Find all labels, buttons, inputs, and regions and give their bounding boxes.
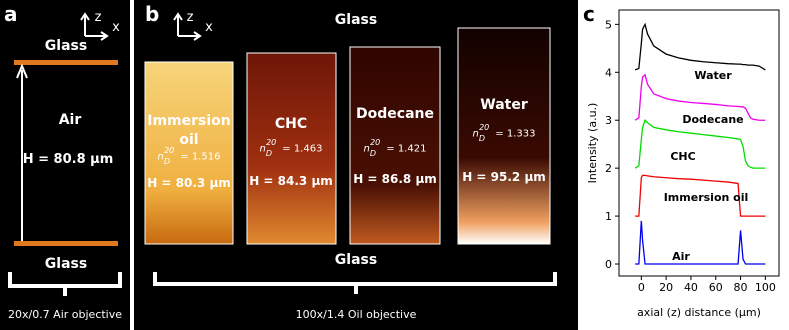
panel-label: b bbox=[145, 2, 160, 26]
superscript: 20 bbox=[164, 146, 175, 155]
y-tick-label: 1 bbox=[605, 210, 612, 223]
y-tick-label: 3 bbox=[605, 114, 612, 127]
height: H = 95.2 µm bbox=[462, 170, 546, 184]
series-label: Immersion oil bbox=[664, 191, 749, 204]
subscript: D bbox=[478, 134, 486, 144]
axis-label: z bbox=[186, 10, 194, 25]
label: 20x/0.7 Air objective bbox=[7, 308, 123, 321]
symbol: n bbox=[157, 151, 164, 163]
bracket bbox=[8, 272, 122, 296]
axes-icon bbox=[80, 12, 202, 41]
x-tick-label: 40 bbox=[684, 281, 698, 294]
subscript: D bbox=[265, 149, 273, 159]
series-label: Dodecane bbox=[682, 113, 743, 126]
y-tick-label: 0 bbox=[605, 258, 612, 271]
height: H = 86.8 µm bbox=[353, 172, 437, 186]
symbol: n bbox=[363, 143, 370, 155]
sample-name: Water bbox=[480, 97, 528, 113]
sample-name: CHC bbox=[274, 116, 308, 132]
label: 100x/1.4 Oil objective bbox=[295, 308, 417, 321]
glass-line bbox=[14, 241, 118, 246]
axis-label: x bbox=[205, 20, 213, 35]
line bbox=[634, 73, 766, 121]
line bbox=[634, 119, 766, 169]
image bbox=[144, 61, 234, 245]
superscript: 20 bbox=[266, 138, 277, 147]
refractive-index: nD 20 = 1.516 bbox=[157, 146, 221, 167]
refractive-index: nD 20 = 1.333 bbox=[472, 123, 536, 144]
label: Air bbox=[58, 112, 82, 128]
x-tick-label: 20 bbox=[659, 281, 673, 294]
bracket bbox=[153, 272, 557, 294]
plot-frame bbox=[618, 9, 780, 277]
subscript: D bbox=[369, 149, 377, 159]
superscript: 20 bbox=[479, 123, 490, 132]
sample-name: Immersion oil bbox=[147, 113, 231, 148]
subscript: D bbox=[163, 157, 171, 167]
series-label: Water bbox=[694, 69, 732, 82]
axis-label: z bbox=[94, 10, 102, 25]
x-tick-label: 100 bbox=[755, 281, 776, 294]
label: Glass bbox=[334, 252, 378, 268]
index-value: = 1.421 bbox=[386, 143, 427, 155]
refractive-index: nD 20 = 1.421 bbox=[363, 138, 427, 159]
panel-label: c bbox=[583, 2, 595, 26]
index-value: = 1.463 bbox=[282, 143, 323, 155]
symbol: n bbox=[259, 143, 266, 155]
refractive-index: nD 20 = 1.463 bbox=[259, 138, 323, 159]
height: H = 80.3 µm bbox=[147, 176, 231, 190]
image bbox=[246, 52, 337, 245]
image bbox=[349, 46, 441, 245]
symbol: n bbox=[472, 128, 479, 140]
arrow bbox=[16, 63, 28, 241]
series-label: Air bbox=[672, 250, 690, 263]
panel-label: a bbox=[4, 2, 18, 26]
y-axis-label: Intensity (a.u.) bbox=[586, 103, 599, 184]
superscript: 20 bbox=[370, 138, 381, 147]
label: Glass bbox=[44, 38, 88, 54]
series-label: CHC bbox=[670, 150, 695, 163]
index-value: = 1.516 bbox=[180, 151, 221, 163]
label: Glass bbox=[44, 256, 88, 272]
height: H = 84.3 µm bbox=[249, 174, 333, 188]
index-value: = 1.333 bbox=[495, 128, 536, 140]
line bbox=[635, 174, 766, 217]
sample-name: Dodecane bbox=[356, 106, 434, 122]
x-tick-label: 60 bbox=[709, 281, 723, 294]
chart: 0 20 40 60 80 100 0 1 2 3 4 5 Air Immersion oil CHC Dod… bbox=[586, 9, 780, 319]
axis-label: x bbox=[112, 20, 120, 35]
x-axis-label: axial (z) distance (µm) bbox=[637, 306, 761, 319]
y-tick-label: 2 bbox=[605, 162, 612, 175]
line bbox=[635, 220, 766, 265]
x-tick-label: 80 bbox=[734, 281, 748, 294]
image bbox=[457, 27, 551, 245]
label: Glass bbox=[334, 12, 378, 28]
x-tick-label: 0 bbox=[638, 281, 645, 294]
line bbox=[634, 22, 766, 71]
glass-line bbox=[14, 60, 118, 65]
y-tick-label: 5 bbox=[605, 18, 612, 31]
label: H = 80.8 µm bbox=[22, 152, 114, 167]
y-tick-label: 4 bbox=[605, 66, 612, 79]
